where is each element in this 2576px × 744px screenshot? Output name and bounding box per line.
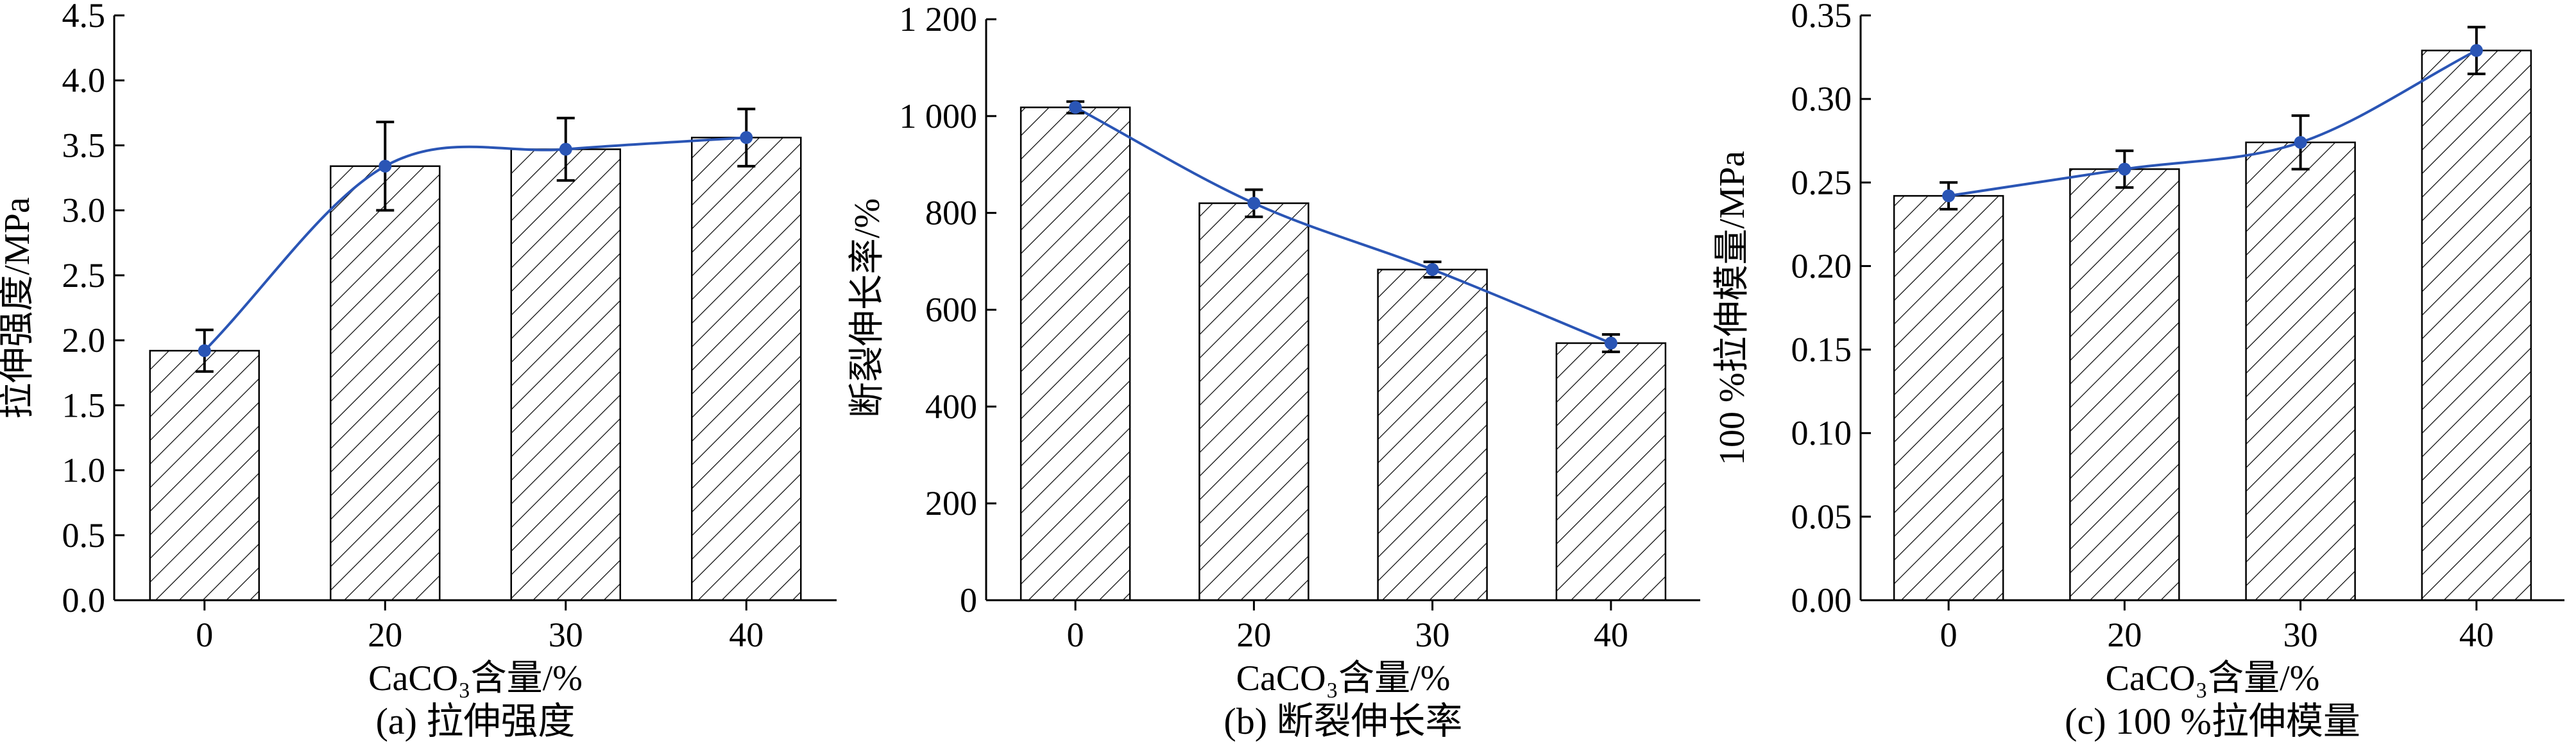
x-tick-label: 0: [1067, 616, 1084, 654]
y-tick-label: 0.00: [1791, 581, 1852, 619]
y-tick-label: 800: [925, 194, 977, 232]
chart-panel-2: 0.00 0.05 0.10 0.15 0.20 0.25 0.30 0.35 0 20 30 40 1…: [1712, 0, 2564, 742]
data-point: [1426, 263, 1439, 276]
bar: [510, 148, 621, 601]
bar: [2245, 141, 2356, 601]
y-axis-title: 拉伸强度/MPa: [0, 197, 37, 419]
panel-caption: (c) 100 %拉伸模量: [2065, 700, 2360, 742]
data-point: [740, 131, 753, 144]
y-tick-label: 0.10: [1791, 414, 1852, 453]
data-point: [1069, 101, 1082, 114]
y-tick-label: 3.0: [62, 191, 106, 230]
x-tick-label: 20: [1236, 616, 1271, 654]
x-tick-label: 20: [2107, 616, 2142, 654]
bar: [691, 137, 802, 601]
x-tick-label: 30: [2283, 616, 2318, 654]
bar: [1555, 342, 1667, 601]
x-axis-title: CaCO₃含量/%: [2106, 659, 2320, 698]
x-tick-label: 40: [729, 616, 763, 654]
data-point: [2294, 135, 2307, 149]
data-point: [198, 344, 211, 358]
x-tick-label: 30: [1415, 616, 1450, 654]
x-tick-label: 40: [2459, 616, 2494, 654]
x-tick-label: 0: [1940, 616, 1958, 654]
y-tick-label: 2.5: [62, 256, 106, 295]
y-tick-label: 3.5: [62, 126, 106, 164]
data-point: [2469, 44, 2483, 57]
x-tick-label: 0: [196, 616, 213, 654]
bar: [1019, 107, 1131, 601]
series-line: [1075, 106, 1612, 345]
series-line: [203, 136, 747, 352]
data-point: [1942, 189, 1956, 203]
data-point: [379, 159, 392, 173]
series-line: [1948, 49, 2477, 198]
x-tick-label: 20: [368, 616, 402, 654]
bar: [1377, 268, 1488, 601]
bar: [1893, 195, 2004, 601]
panel-caption: (a) 拉伸强度: [376, 700, 576, 742]
bar: [149, 350, 260, 601]
y-tick-label: 0.5: [62, 516, 106, 555]
y-tick-label: 1 000: [900, 97, 978, 135]
y-tick-label: 2.0: [62, 321, 106, 359]
data-point: [2118, 162, 2131, 176]
y-tick-label: 600: [925, 291, 977, 329]
x-tick-label: 40: [1594, 616, 1628, 654]
bar: [330, 165, 441, 601]
bar: [2421, 49, 2532, 601]
y-tick-label: 0.15: [1791, 331, 1852, 369]
y-tick-label: 0.0: [62, 581, 106, 619]
data-point: [1604, 336, 1617, 350]
data-point: [1247, 196, 1261, 210]
x-tick-label: 30: [549, 616, 583, 654]
y-tick-label: 0.30: [1791, 80, 1852, 118]
y-tick-label: 0.35: [1791, 0, 1852, 35]
data-point: [559, 143, 572, 156]
bar: [2069, 168, 2180, 601]
y-tick-label: 200: [925, 484, 977, 523]
y-tick-label: 0.25: [1791, 163, 1852, 202]
y-tick-label: 1 200: [900, 0, 978, 39]
x-axis-title: CaCO₃含量/%: [1236, 659, 1451, 698]
y-tick-label: 0.20: [1791, 247, 1852, 285]
y-tick-label: 1.0: [62, 451, 106, 490]
y-tick-label: 0.05: [1791, 497, 1852, 536]
y-axis-title: 断裂伸长率/%: [848, 198, 887, 418]
chart-panel-1: 0 200 400 600 800 1 000 1 200 0 20 30 40 断裂伸长率/% CaC…: [848, 0, 1700, 742]
y-tick-label: 4.0: [62, 61, 106, 99]
y-tick-label: 0: [960, 581, 977, 619]
y-tick-label: 1.5: [62, 386, 106, 424]
y-tick-label: 4.5: [62, 0, 106, 35]
panel-caption: (b) 断裂伸长率: [1224, 700, 1462, 742]
chart-panel-0: 0.0 0.5 1.0 1.5 2.0 2.5 3.0 3.5 4.0 4.5 0 20 30 40 拉伸强…: [0, 0, 837, 742]
y-tick-label: 400: [925, 387, 977, 426]
bar: [1198, 202, 1309, 601]
x-axis-title: CaCO₃含量/%: [368, 659, 583, 698]
y-axis-title: 100 %拉伸模量/MPa: [1712, 151, 1752, 465]
